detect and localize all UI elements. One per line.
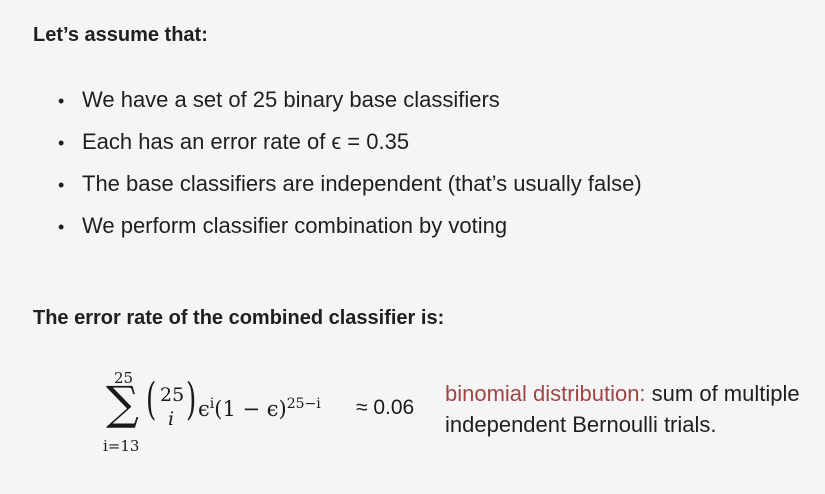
sigma-symbol: ∑ (106, 380, 139, 426)
list-item: • The base classifiers are independent (t… (58, 163, 642, 205)
approx-result: ≈ 0.06 (356, 396, 414, 420)
binom-left-paren: ( (146, 378, 156, 422)
bullet-icon: • (58, 164, 82, 206)
list-item: • We perform classifier combination by vo… (58, 205, 642, 247)
bullet-icon: • (58, 80, 82, 122)
bullet-icon: • (58, 206, 82, 248)
complement-term: (1 − ϵ) (214, 397, 286, 421)
list-item: • We have a set of 25 binary base classif… (58, 79, 642, 121)
assumptions-list: • We have a set of 25 binary base classif… (58, 79, 642, 247)
formula-term: ϵi(1 − ϵ)25−i (198, 396, 321, 421)
bullet-text: Each has an error rate of ϵ = 0.35 (82, 129, 409, 154)
bullet-text: The base classifiers are independent (th… (82, 171, 642, 196)
sum-lower-limit: i=13 (103, 437, 139, 455)
epsilon-symbol: ϵ (198, 397, 210, 421)
binom-top: 25 (160, 384, 184, 406)
assumptions-heading: Let’s assume that: (33, 24, 208, 47)
binom-bottom: i (168, 408, 174, 430)
bullet-icon: • (58, 122, 82, 164)
note-highlight: binomial distribution: (445, 381, 646, 406)
binom-right-paren: ) (186, 378, 196, 422)
binomial-note: binomial distribution: sum of multiple i… (445, 378, 815, 440)
error-rate-formula: 25 ∑ i=13 ( 25 i ) ϵi(1 − ϵ)25−i ≈ 0.06 (100, 364, 420, 464)
list-item: • Each has an error rate of ϵ = 0.35 (58, 121, 642, 163)
result-heading: The error rate of the combined classifie… (33, 307, 444, 330)
bullet-text: We have a set of 25 binary base classifi… (82, 87, 500, 112)
bullet-text: We perform classifier combination by vot… (82, 213, 507, 238)
exponent-25-minus-i: 25−i (287, 396, 321, 412)
